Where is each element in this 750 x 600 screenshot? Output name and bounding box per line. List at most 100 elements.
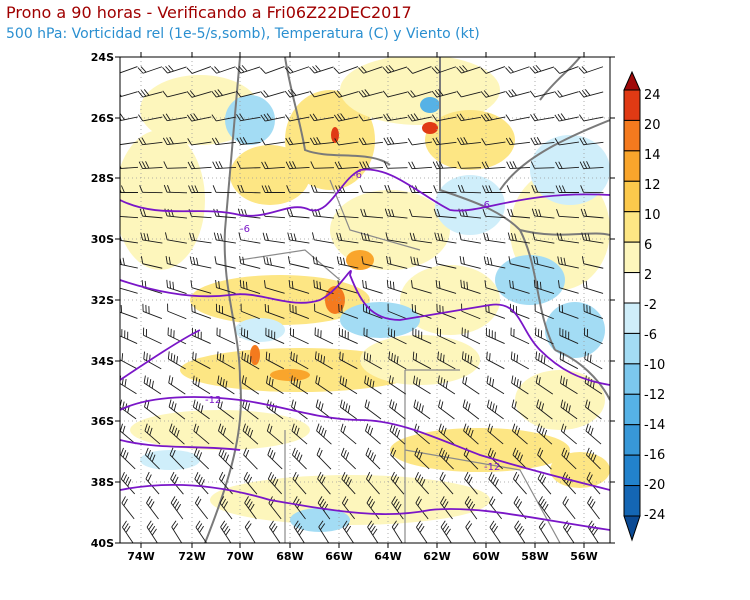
wind-barb (465, 520, 477, 543)
longitude-axis: 74W 72W 70W 68W 66W 64W 62W 60W 58W 56W (127, 550, 597, 563)
wind-barb (535, 351, 554, 370)
wind-barb (235, 65, 261, 74)
wind-barb (383, 113, 408, 122)
wind-barb (460, 279, 481, 295)
latitude-axis: 24S 26S 28S 30S 32S 34S 36S 38S 40S (91, 51, 114, 550)
political-borders (204, 57, 610, 543)
wind-barb (140, 256, 163, 269)
wind-barb (289, 303, 309, 320)
wind-barb (530, 113, 555, 122)
wind-barb (142, 327, 162, 345)
wind-barb (120, 305, 138, 319)
wind-barb (579, 137, 604, 146)
wind-barb (538, 496, 551, 520)
wind-barb (358, 114, 383, 122)
wind-barb (139, 208, 163, 219)
colorbar-swatch (623, 485, 641, 517)
wind-barb (292, 471, 307, 495)
wind-barb (537, 471, 552, 495)
wind-barb (510, 351, 529, 370)
wind-barb (410, 280, 432, 294)
wind-barb (193, 447, 210, 470)
lat-label: 32S (91, 294, 114, 307)
wind-barb (339, 375, 358, 395)
wind-barb (554, 90, 579, 98)
wind-barb (535, 375, 554, 395)
wind-barb (560, 423, 577, 445)
wind-barb (217, 399, 235, 420)
wind-barb (360, 208, 384, 219)
wind-barb (186, 90, 212, 98)
wind-barb (315, 375, 333, 395)
wind-barb (457, 161, 482, 169)
wind-barb (261, 161, 286, 170)
wind-barb (514, 520, 526, 543)
wind-barb (120, 423, 136, 445)
wind-barb (311, 232, 334, 244)
wind-barb (487, 423, 504, 445)
wind-barb (145, 447, 160, 470)
wind-barb (511, 375, 529, 395)
wind-barb (387, 303, 407, 320)
wind-barb (529, 90, 555, 98)
wind-barb (243, 447, 258, 470)
wind-barb (239, 255, 261, 269)
wind-barb (167, 327, 187, 345)
wind-barb (342, 520, 355, 543)
wind-barb (562, 496, 576, 520)
colorbar-label: -6 (644, 328, 657, 343)
lat-label: 36S (91, 415, 114, 428)
wind-barb (431, 66, 457, 74)
colorbar-label: -16 (644, 448, 665, 463)
wind-barb (506, 161, 531, 169)
wind-barb (287, 256, 310, 269)
wind-barb (310, 161, 335, 169)
wind-barb (241, 375, 260, 395)
wind-barb (358, 89, 383, 98)
wind-barb (578, 89, 604, 98)
wind-barb (586, 447, 601, 470)
colorbar-swatch (623, 424, 641, 456)
colorbar-label: 24 (644, 88, 661, 103)
wind-barb (391, 496, 404, 520)
wind-barb (215, 303, 236, 320)
colorbar-label: -12 (644, 388, 665, 403)
wind-barb (358, 66, 383, 74)
wind-barb (164, 232, 187, 244)
wind-barb (120, 66, 138, 74)
wind-barb (464, 471, 478, 495)
wind-barb (505, 114, 530, 122)
wind-barb (481, 138, 506, 146)
wind-barb (211, 66, 236, 74)
wind-barb (505, 66, 530, 74)
wind-barb (489, 520, 502, 543)
wind-barb (440, 496, 453, 520)
wind-barb (214, 256, 236, 269)
wind-barb (293, 520, 306, 543)
wind-barb (171, 520, 183, 543)
lon-label: 66W (325, 550, 352, 563)
wind-barb (143, 375, 162, 395)
wind-barb (140, 232, 163, 244)
lat-label: 24S (91, 51, 114, 64)
wind-barb (266, 375, 284, 395)
wind-barb (235, 90, 261, 98)
wind-barb (462, 399, 480, 420)
wind-barb (260, 138, 285, 146)
wind-barb (361, 256, 383, 269)
wind-barb (585, 423, 602, 445)
wind-barb (195, 520, 208, 543)
wind-barb (339, 351, 358, 370)
contour-label: -6 (480, 200, 490, 211)
wind-barb (341, 471, 356, 495)
wind-barb (240, 303, 260, 320)
wind-barb (579, 161, 604, 169)
wind-barb (165, 255, 187, 269)
wind-barb (316, 447, 332, 470)
wind-barb (163, 184, 188, 194)
wind-barb (555, 185, 579, 193)
wind-barb (333, 90, 359, 98)
colorbar-swatch (623, 150, 641, 182)
wind-barb (414, 447, 430, 470)
wind-barb (216, 327, 236, 345)
